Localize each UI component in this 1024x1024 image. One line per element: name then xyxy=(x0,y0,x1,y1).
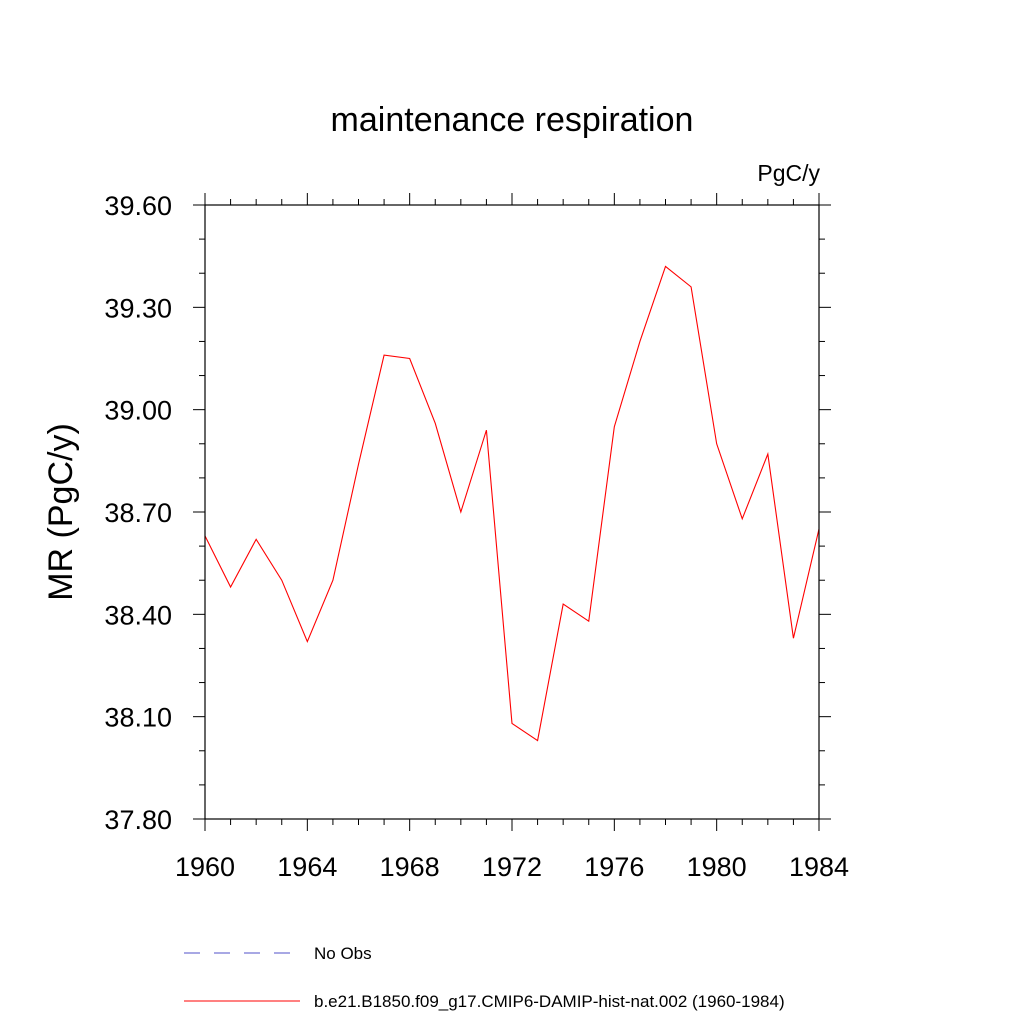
tick-labels: 1960 1964 1968 1972 1976 1980 1984 37.80 38.10 38… xyxy=(104,191,849,882)
legend-label: b.e21.B1850.f09_g17.CMIP6-DAMIP-hist-nat… xyxy=(314,992,785,1011)
x-tick-label: 1976 xyxy=(584,852,644,882)
y-tick-label: 38.10 xyxy=(104,703,172,733)
plot-frame xyxy=(204,204,820,820)
y-tick-label: 39.00 xyxy=(104,396,172,426)
units-label: PgC/y xyxy=(757,160,820,186)
chart-title: maintenance respiration xyxy=(331,101,694,139)
y-tick-label: 39.60 xyxy=(104,191,172,221)
series-line xyxy=(204,265,820,742)
y-tick-label: 39.30 xyxy=(104,293,172,323)
x-tick-label: 1972 xyxy=(482,852,542,882)
x-tick-label: 1980 xyxy=(687,852,747,882)
x-tick-label: 1968 xyxy=(380,852,440,882)
x-tick-label: 1984 xyxy=(789,852,849,882)
legend-item: b.e21.B1850.f09_g17.CMIP6-DAMIP-hist-nat… xyxy=(184,992,785,1011)
y-tick-label: 38.70 xyxy=(104,498,172,528)
axis-ticks xyxy=(193,193,831,831)
y-axis-label: MR (PgC/y) xyxy=(42,423,80,601)
x-tick-label: 1960 xyxy=(175,852,235,882)
legend-item: No Obs xyxy=(184,944,372,963)
y-tick-label: 37.80 xyxy=(104,805,172,835)
legend: No Obs b.e21.B1850.f09_g17.CMIP6-DAMIP-hi… xyxy=(184,944,785,1011)
legend-label: No Obs xyxy=(314,944,372,963)
y-tick-label: 38.40 xyxy=(104,600,172,630)
x-tick-label: 1964 xyxy=(277,852,337,882)
series-group xyxy=(204,265,820,742)
